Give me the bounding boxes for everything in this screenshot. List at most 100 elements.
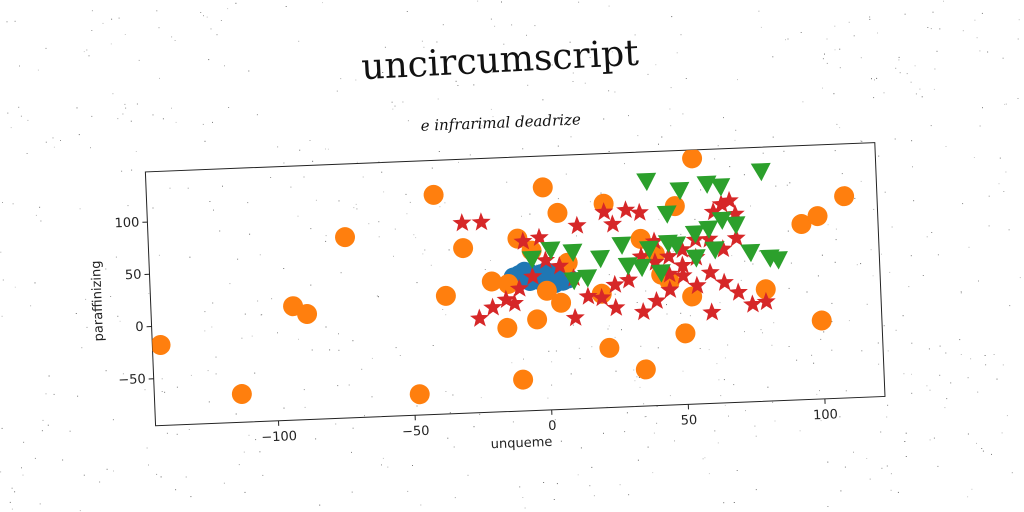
data-point (672, 239, 692, 259)
x-tick-label: 50 (680, 413, 697, 429)
y-tick-label: 100 (114, 215, 139, 231)
data-point (635, 359, 656, 380)
data-point (719, 190, 739, 210)
data-point (704, 241, 725, 260)
data-point (684, 225, 705, 244)
data-point (565, 307, 585, 327)
data-point (603, 214, 623, 233)
data-point (710, 178, 731, 197)
data-point (594, 202, 614, 221)
data-point (617, 257, 638, 276)
data-point (618, 270, 638, 289)
data-point (682, 148, 703, 169)
data-point (750, 162, 771, 182)
data-point (714, 272, 734, 291)
data-point (521, 250, 542, 269)
data-point (481, 271, 502, 292)
data-point (685, 249, 706, 268)
data-point (231, 384, 252, 405)
data-point (504, 293, 524, 312)
data-point (756, 291, 776, 311)
data-point (551, 292, 572, 313)
data-point (498, 273, 519, 294)
data-point (811, 310, 832, 331)
data-point (743, 294, 763, 313)
data-point (590, 249, 611, 269)
data-point (605, 274, 625, 294)
data-point (633, 301, 653, 321)
data-point (675, 323, 696, 344)
data-point (513, 231, 533, 250)
data-point (497, 317, 518, 338)
data-point (647, 291, 667, 310)
data-point (725, 216, 746, 235)
data-point (453, 238, 474, 259)
y-axis-label: paraffinizing (89, 260, 107, 341)
data-point (606, 297, 626, 317)
data-point (631, 258, 652, 278)
y-tick-label: −50 (118, 372, 146, 388)
data-point (536, 250, 556, 269)
data-point (726, 228, 746, 247)
y-tick-label: 0 (135, 320, 144, 335)
data-point (682, 286, 703, 307)
data-point (713, 239, 733, 258)
data-point (563, 271, 584, 291)
data-point (599, 142, 620, 151)
data-point (702, 302, 722, 321)
data-point (669, 181, 690, 201)
data-point (616, 200, 636, 219)
chart-subtitle: e infrarimal deadrize (420, 110, 581, 134)
data-point (659, 264, 679, 283)
data-point (509, 278, 529, 298)
x-tick-label: 100 (813, 407, 838, 423)
data-point (150, 334, 171, 355)
data-point (527, 309, 548, 330)
data-point (578, 286, 598, 305)
data-points (150, 142, 855, 405)
data-point (673, 255, 693, 274)
data-point (562, 243, 583, 263)
data-point (567, 215, 587, 235)
data-point (523, 266, 543, 286)
data-point (791, 214, 812, 235)
data-point (471, 212, 491, 231)
data-point (687, 275, 707, 295)
data-point (335, 227, 356, 248)
data-point (650, 264, 671, 283)
data-point (423, 184, 444, 205)
data-point (549, 256, 569, 275)
data-point (660, 279, 680, 299)
data-point (728, 282, 748, 301)
data-point (834, 186, 855, 207)
data-point (755, 279, 776, 300)
data-point (711, 211, 732, 230)
data-point (656, 205, 677, 224)
data-point (666, 236, 687, 255)
data-point (638, 240, 659, 259)
x-axis-label: unqueme (490, 435, 552, 452)
x-tick-label: −50 (402, 424, 430, 440)
data-point (547, 202, 568, 223)
data-point (611, 236, 632, 255)
data-point (532, 177, 553, 198)
data-point (644, 231, 664, 250)
chart-figure: e infrarimal deadrize −100 −50 0 50 100 −50 0 5… (78, 84, 912, 477)
data-point (740, 243, 761, 263)
data-point (807, 206, 828, 227)
data-point (636, 172, 657, 192)
data-point (599, 337, 620, 358)
data-point (529, 227, 549, 247)
data-point (711, 194, 731, 213)
data-point (629, 202, 649, 222)
data-point (435, 285, 456, 306)
x-tick-label: 0 (548, 419, 557, 434)
axis-ticks: −100 −50 0 50 100 −50 0 50 100 (114, 215, 838, 445)
data-point (592, 287, 612, 307)
x-tick-label: −100 (261, 429, 297, 445)
data-point (483, 297, 503, 316)
data-point (409, 384, 430, 405)
data-point (700, 262, 720, 281)
data-point (659, 246, 679, 265)
data-point (513, 369, 534, 390)
